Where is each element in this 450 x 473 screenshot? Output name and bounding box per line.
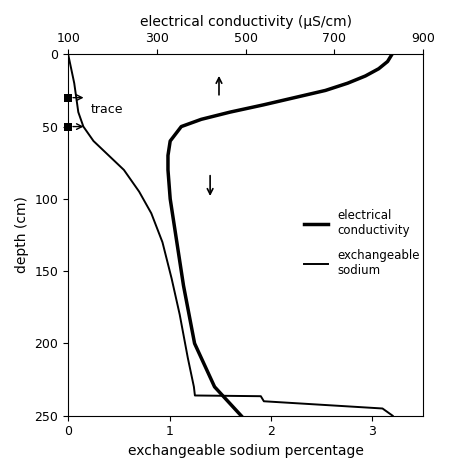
Text: trace: trace [90, 103, 123, 116]
X-axis label: electrical conductivity (μS/cm): electrical conductivity (μS/cm) [140, 15, 351, 29]
Y-axis label: depth (cm): depth (cm) [15, 197, 29, 273]
X-axis label: exchangeable sodium percentage: exchangeable sodium percentage [128, 444, 364, 458]
Legend: electrical
conductivity, exchangeable
sodium: electrical conductivity, exchangeable so… [299, 205, 424, 282]
